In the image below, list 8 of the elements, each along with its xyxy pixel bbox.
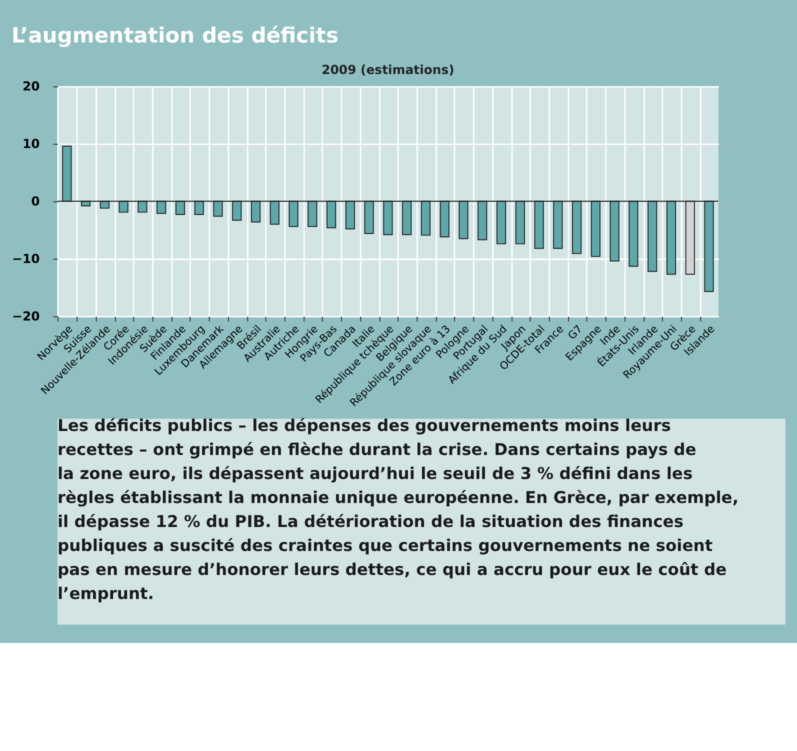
y-tick-label: 20 (22, 78, 40, 94)
chart-subtitle: 2009 (estimations) (322, 62, 454, 77)
text: Les déficits publics – les dépenses des gouvernements moins leurs recettes – ont grimpé en flèche durant la crise. Dans certains pays de la zone euro, ils dépassent aujourd’hui le seuil de 3 % défini dans les règles établissant la monnaie unique européenne. En Grèce, par exemple, il dépasse 12 % du PIB. La détérioration de la situation des finances publiques a suscité des craintes que certains gouvernements ne soient pas en mesure d’honorer leurs dettes, ce qui a accru pour eux le coût de l’emprunt. (57, 416, 739, 603)
chart-title: L’augmentation des déficits (12, 22, 338, 48)
y-tick-label: −10 (12, 251, 40, 266)
y-tick-label: 10 (22, 136, 40, 152)
y-tick-label: 0 (31, 194, 40, 209)
y-tick-label: −20 (12, 308, 40, 324)
